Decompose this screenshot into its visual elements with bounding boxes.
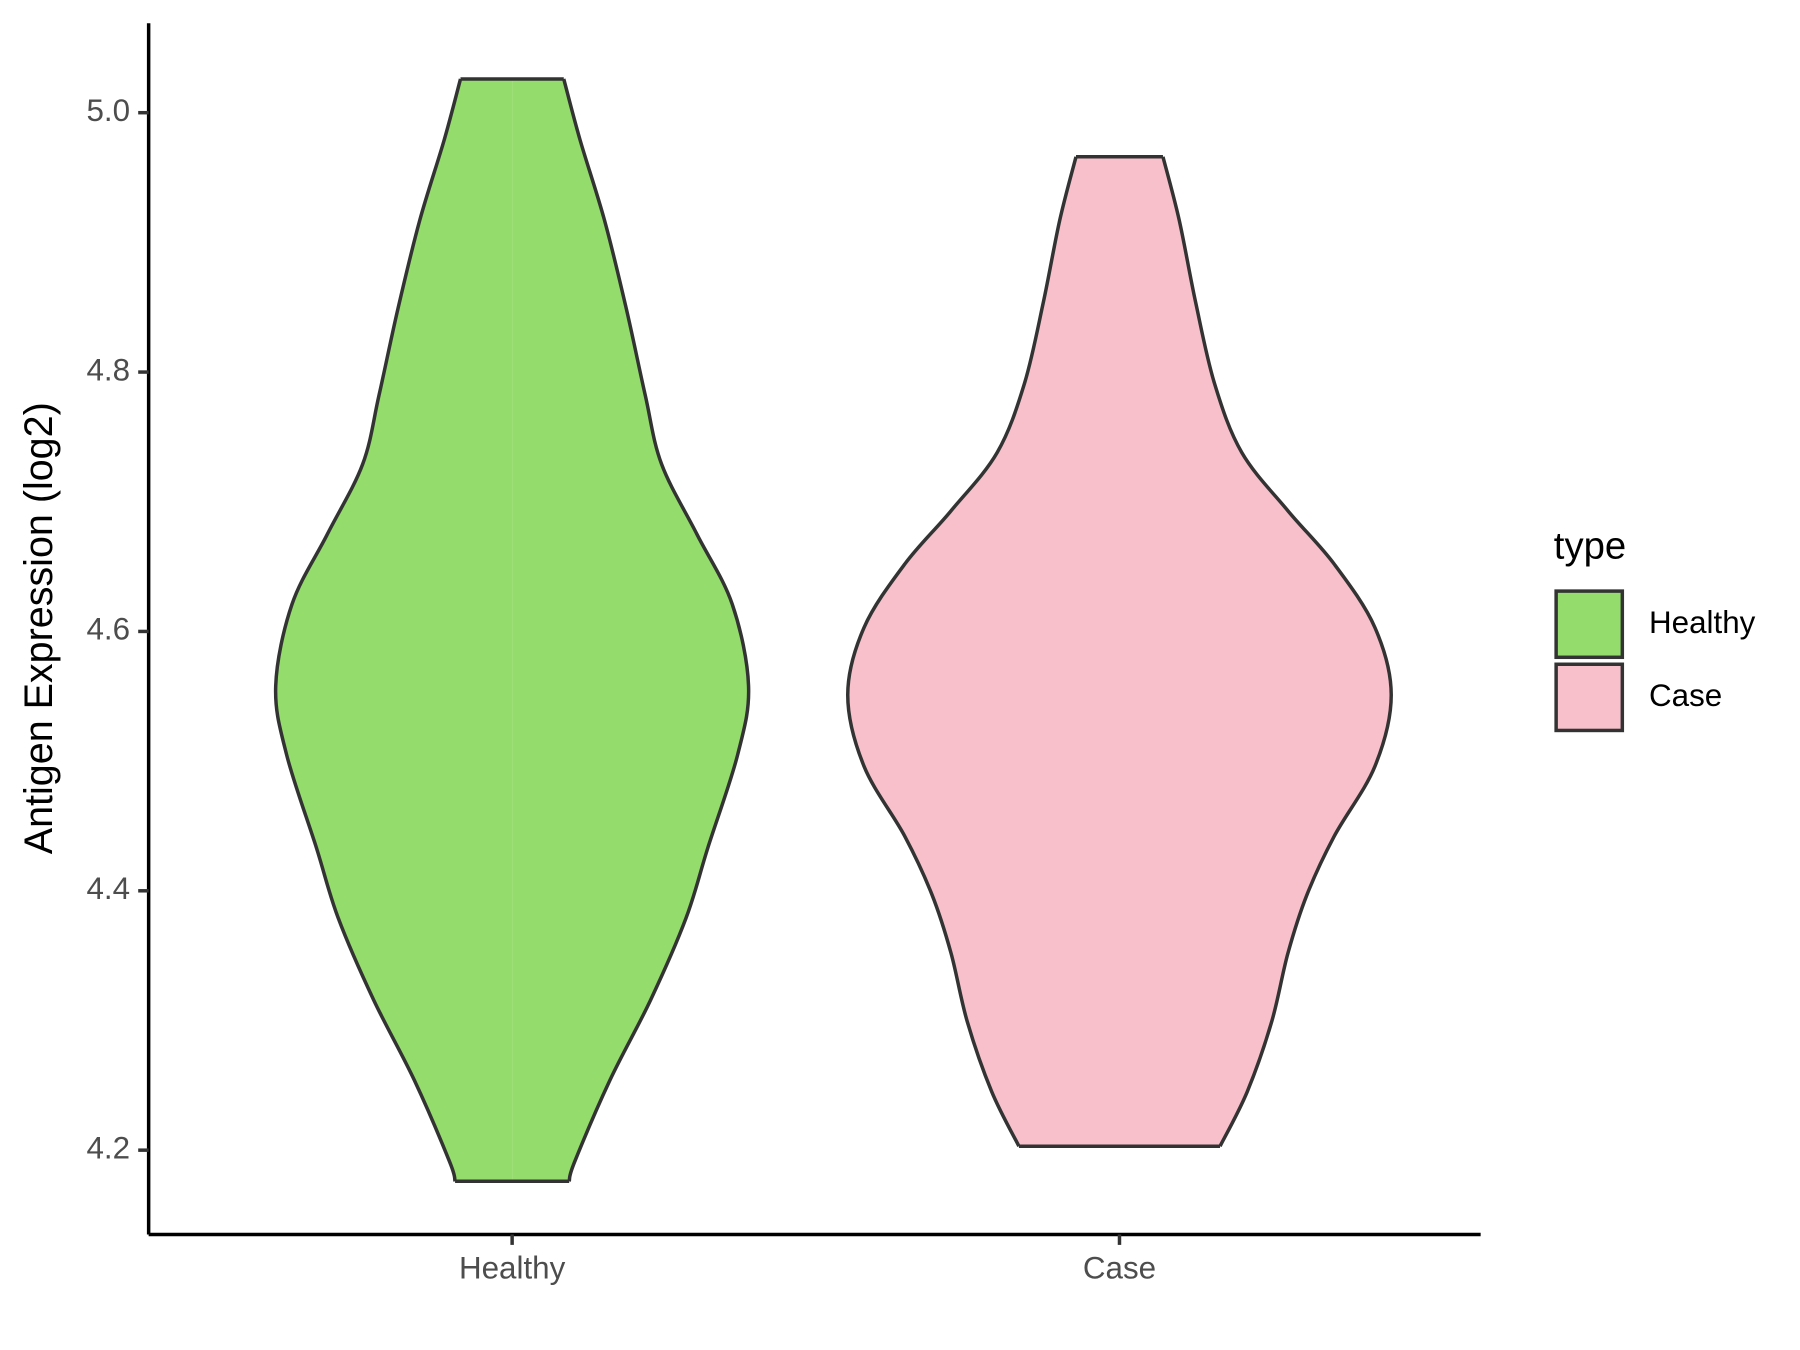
- y-tick-label: 4.2: [86, 1130, 130, 1165]
- violin-half: [1119, 156, 1392, 1147]
- x-tick-label: Healthy: [459, 1251, 566, 1286]
- violin-half: [512, 78, 749, 1182]
- y-tick-label: 5.0: [86, 93, 130, 128]
- y-tick-label: 4.4: [86, 871, 130, 906]
- legend-label: Case: [1649, 678, 1722, 713]
- legend-key: [1554, 662, 1625, 733]
- x-tick-label: Case: [1083, 1251, 1156, 1286]
- y-axis-label: Antigen Expression (log2): [17, 402, 61, 854]
- y-tick-label: 4.8: [86, 352, 130, 387]
- violin-half: [847, 156, 1120, 1147]
- violin-outline: [562, 78, 751, 1182]
- violin-outline: [845, 156, 1078, 1148]
- violin-half: [275, 78, 513, 1182]
- y-tick-label: 4.6: [86, 612, 130, 647]
- violin-outline: [273, 78, 463, 1182]
- legend-title: type: [1554, 524, 1626, 567]
- legend-key: [1554, 589, 1625, 660]
- legend-label: Healthy: [1649, 605, 1756, 640]
- violin-outline: [1161, 156, 1393, 1148]
